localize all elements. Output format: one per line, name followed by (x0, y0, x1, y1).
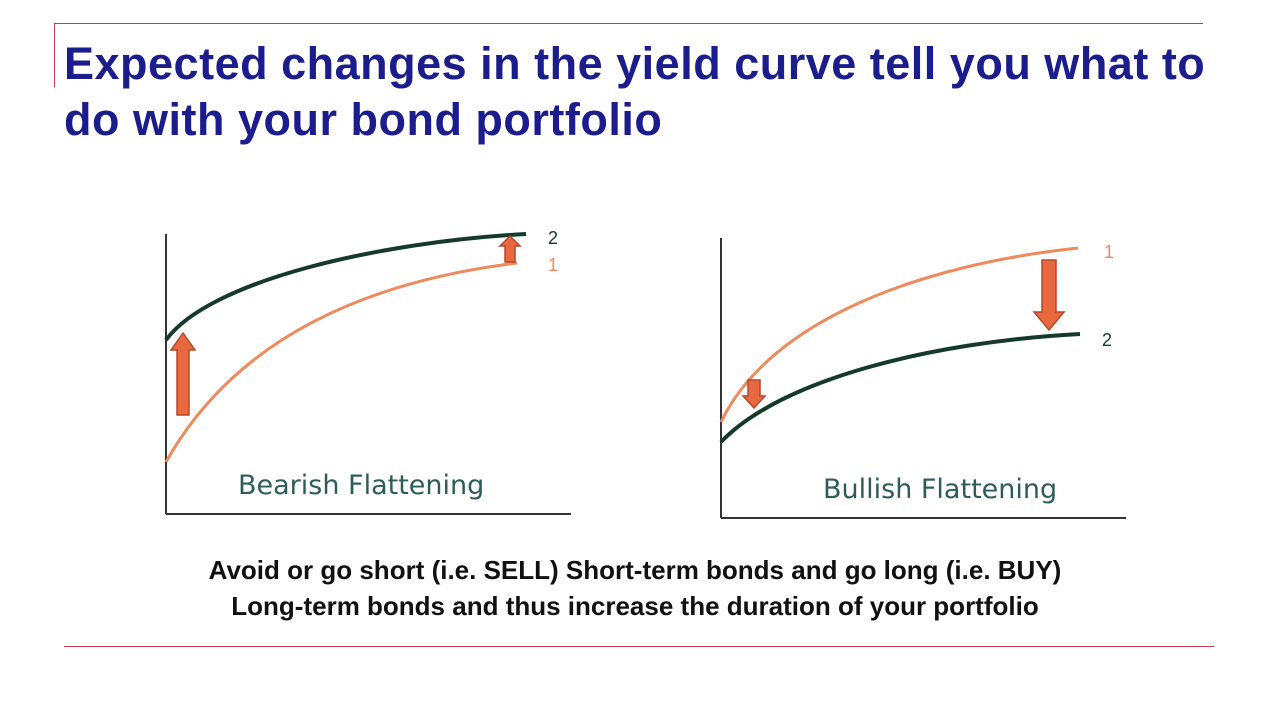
curve-1-label: 1 (1104, 242, 1114, 262)
panel-bearish-flattening: 2 1 Bearish Flattening (164, 228, 571, 515)
panel-label: Bearish Flattening (238, 470, 484, 501)
block-arrow-up-long-end (498, 234, 522, 263)
block-arrow-down-long-end (1032, 259, 1066, 332)
block-arrow-up-short-end (169, 331, 197, 416)
curve-2-label: 2 (548, 228, 558, 248)
yield-curve-1 (719, 246, 1079, 423)
panel-label: Bullish Flattening (823, 474, 1057, 505)
caption-line-2: Long-term bonds and thus increase the du… (231, 591, 1039, 621)
yield-curve-2 (164, 232, 527, 342)
panel-bullish-flattening: 1 2 Bullish Flattening (719, 238, 1126, 519)
top-rule-tick (54, 23, 55, 87)
curve-2-label: 2 (1102, 330, 1112, 350)
curve-1-label: 1 (548, 255, 558, 275)
block-arrow-down-short-end (741, 379, 767, 410)
bottom-rule (64, 646, 1214, 647)
yield-curve-diagram: 2 1 Bearish Flattening 1 2 Bullish Flatt… (164, 228, 1126, 519)
caption-line-1: Avoid or go short (i.e. SELL) Short-term… (208, 555, 1062, 585)
top-rule (54, 23, 1203, 24)
slide-caption: Avoid or go short (i.e. SELL) Short-term… (60, 552, 1210, 624)
slide-title: Expected changes in the yield curve tell… (64, 38, 1206, 145)
yield-curve-2 (719, 332, 1081, 444)
yield-curve-1 (164, 261, 518, 463)
